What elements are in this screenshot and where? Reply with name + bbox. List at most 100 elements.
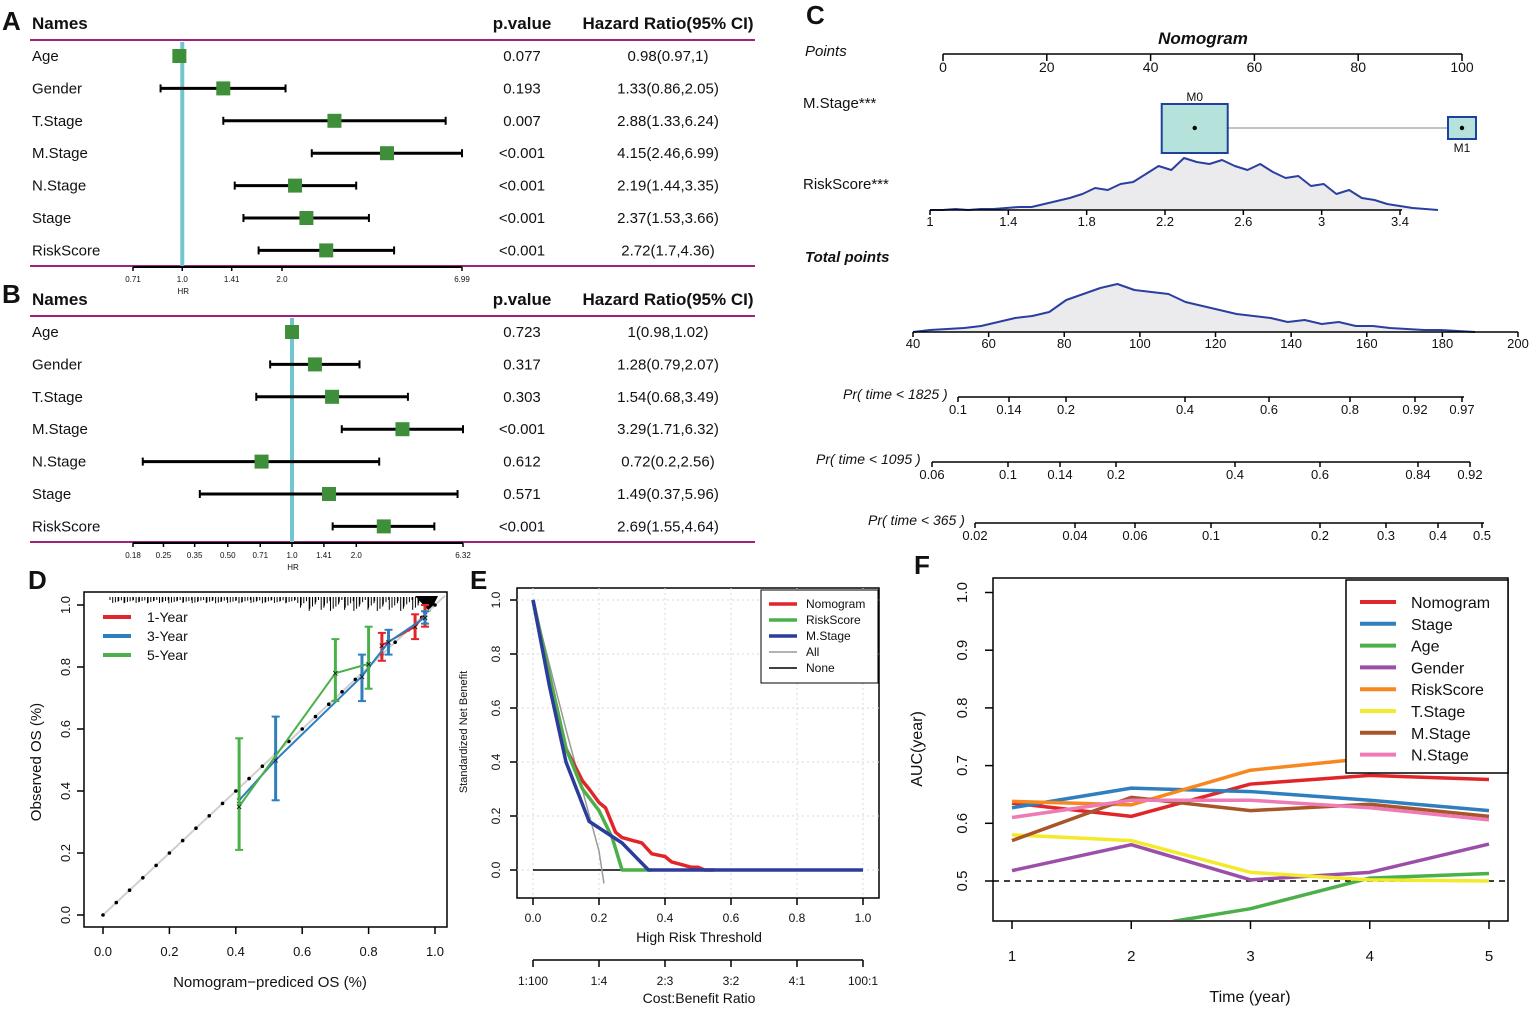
row-pvalue: <0.001 [499,210,545,227]
ideal-dot [127,888,132,892]
x-tick-label: 0.25 [156,551,172,560]
header-hazard-ratio: Hazard Ratio(95% CI) [583,14,754,33]
row-name: T.Stage [32,389,83,406]
total-tick-label: 160 [1356,336,1378,351]
points-tick-label: 40 [1143,59,1159,75]
panel-letter-E: E [470,565,487,595]
x-tick-label: 0.6 [723,911,740,925]
legend-label: Gender [1411,660,1465,677]
y-tick-label: 0.4 [489,753,503,770]
probability-tick-label: 0.02 [962,528,987,543]
row-name: Age [32,48,59,65]
hr-marker [307,357,322,372]
x-tick-label: 0.71 [125,275,141,284]
x-axis-title: Nomogram−prediced OS (%) [173,974,367,991]
probability-label: Pr( time < 365 ) [868,512,965,528]
probability-tick-label: 0.14 [1047,467,1072,482]
net-benefit-curve [531,599,652,872]
hr-marker [288,178,303,193]
hr-marker [216,81,231,96]
decision-curve-panel: 0.0 0.2 0.4 0.6 0.8 1.0 0.0 0.2 0.4 0.6 0.8 1.0 High… [458,587,880,1006]
row-name: Stage [32,486,71,503]
legend-label: None [806,661,835,675]
x-tick-label: 0.0 [525,911,542,925]
riskscore-tick-label: 3 [1318,214,1325,229]
mstage-level-label: M1 [1454,141,1471,155]
panel-letter-C: C [806,0,825,30]
row-name: M.Stage [32,421,88,438]
y-tick-label: 0.0 [489,861,503,878]
row-hr-ci: 1.28(0.79,2.07) [617,356,719,373]
y-tick-label: 0.8 [58,658,73,676]
cost-tick-label: 1:100 [518,974,548,988]
riskscore-density-line [930,157,1439,211]
probability-tick-label: 0.84 [1405,467,1430,482]
ideal-dot [207,814,212,818]
row-name: Gender [32,356,82,373]
ideal-dot [340,690,344,694]
row-pvalue: 0.612 [503,454,541,471]
calibration-line [238,616,426,801]
forest-panel-A: Names p.value Hazard Ratio(95% CI) Age 0.077… [30,14,755,296]
header-names: Names [32,14,88,33]
header-pvalue: p.value [493,14,552,33]
points-tick-label: 0 [939,59,947,75]
ideal-dot [326,702,331,706]
points-tick-label: 100 [1450,59,1474,75]
y-tick-label: 0.6 [489,699,503,716]
row-pvalue: 0.077 [503,48,541,65]
mstage-label: M.Stage*** [803,95,877,112]
probability-tick-label: 0.97 [1449,402,1474,417]
y-tick-label: 0.6 [58,720,73,738]
legend-label: 1-Year [147,609,188,625]
row-hr-ci: 2.37(1.53,3.66) [617,210,719,227]
row-pvalue: 0.303 [503,389,541,406]
y-tick-label: 0.0 [58,906,73,924]
ideal-dot [260,764,265,768]
probability-tick-label: 0.8 [1341,402,1359,417]
panel-letter-D: D [28,565,47,595]
points-tick-label: 80 [1350,59,1366,75]
y-tick-label: 0.2 [58,844,73,862]
total-tick-label: 80 [1057,336,1071,351]
row-pvalue: 0.317 [503,356,541,373]
probability-tick-label: 0.4 [1176,402,1194,417]
x-tick-label: 2 [1127,948,1135,965]
auc-line [1011,842,1490,882]
y-tick-label: 0.2 [489,807,503,824]
points-tick-label: 20 [1039,59,1055,75]
legend-label: Stage [1411,617,1453,634]
x-tick-label: 0.6 [293,944,311,959]
point-marker: × [332,668,338,680]
y-axis-title: Observed OS (%) [28,703,45,821]
plot-frame [83,591,448,928]
hr-marker [254,454,269,469]
point-marker: × [359,671,365,683]
x-tick-label: 3 [1246,948,1254,965]
nomogram-panel: Nomogram Points 0 20 40 60 80 100 M.Stage*** M0 M1… [803,29,1529,543]
ideal-dot [433,603,437,607]
nomogram-title: Nomogram [1158,29,1248,48]
x-tick-label: 5 [1485,948,1493,965]
probability-tick-label: 0.1 [999,467,1017,482]
ideal-dot [353,677,358,682]
legend-box [1345,579,1509,774]
y-tick-label: 1.0 [489,591,503,608]
riskscore-tick-label: 2.2 [1156,214,1174,229]
cost-tick-label: 1:4 [591,974,608,988]
ideal-dot [114,900,119,905]
row-hr-ci: 3.29(1.71,6.32) [617,421,719,438]
x-tick-label: 1.41 [316,551,332,560]
probability-tick-label: 0.4 [1429,528,1447,543]
net-benefit-curve [531,599,715,872]
probability-tick-label: 0.04 [1062,528,1087,543]
forest-panel-B: Names p.value Hazard Ratio(95% CI) Age 0.723… [30,290,755,572]
row-name: Gender [32,80,82,97]
hr-marker [172,49,187,63]
legend-label: N.Stage [1411,748,1469,765]
x-tick-label: 0.4 [227,944,245,959]
legend-label: Nomogram [806,597,865,611]
probability-label: Pr( time < 1095 ) [816,451,921,467]
header-names: Names [32,290,88,309]
probability-tick-label: 0.92 [1402,402,1427,417]
